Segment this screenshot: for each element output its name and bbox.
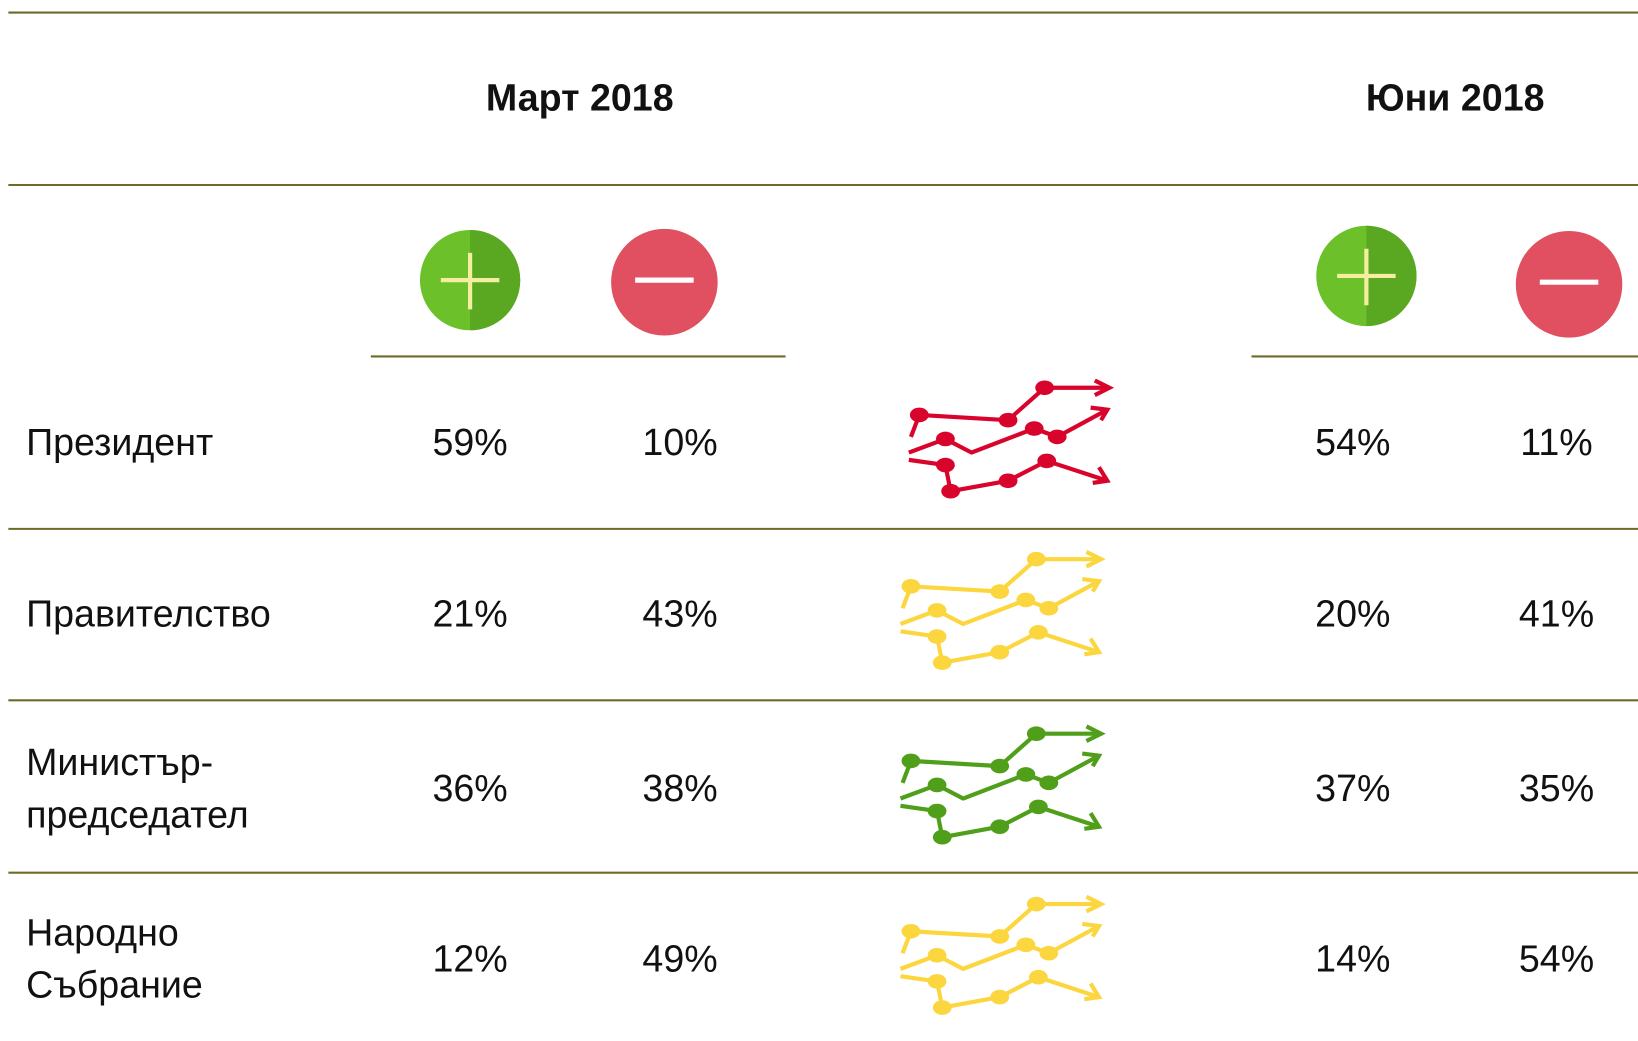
trend-dot [927,603,947,618]
trend-dot [927,947,947,963]
trend-dot [927,629,947,644]
cell-value: 59% [432,421,507,463]
cell-value: 54% [1315,421,1390,463]
trend-arrow [1084,812,1103,831]
trend-dot [1039,945,1059,961]
trend-dot [1016,937,1036,953]
trend-arrow [1081,576,1103,593]
trend-arrow [1084,982,1103,1002]
trend-dot [1026,551,1046,567]
trend-dot [990,644,1010,660]
cell-value: 43% [642,593,717,635]
trend-arrow [1093,378,1115,397]
trend-dot [990,989,1010,1005]
trend-dot [1047,429,1067,445]
trend-dot [1039,600,1059,616]
trend-dot [901,923,921,939]
minus-icon [611,228,718,336]
trend-dot [1028,799,1048,815]
cell-value: 36% [432,767,507,809]
cell-value: 41% [1519,593,1594,635]
trend-dot [990,819,1010,835]
row-label: Събрание [26,964,203,1006]
trend-dot [1026,896,1046,912]
trend-arrow [1092,466,1111,485]
trend-dot [927,974,947,989]
trend-dot [909,407,929,423]
trend-dot [941,483,961,499]
trend-dot [936,431,955,447]
cell-value: 37% [1315,767,1390,809]
trend-line [900,557,1102,610]
cell-value: 14% [1315,937,1390,979]
trend-arrow [1085,724,1106,743]
row-label: Народно [26,911,179,953]
trend-dot [1037,453,1057,469]
trend-dot [998,412,1018,428]
row-label: Министър- [26,741,213,783]
trend-dot [1039,775,1059,791]
trend-line [908,385,1110,438]
row-label: Президент [26,421,213,463]
trend-dot [932,655,952,670]
period-header: Юни 2018 [1366,76,1545,118]
cell-value: 11% [1520,421,1592,463]
trend-dot [990,929,1010,944]
trend-dot [998,473,1018,489]
cell-value: 20% [1315,593,1390,635]
trend-arrow [1090,405,1111,422]
trend-arrow [1081,751,1103,768]
trend-dot [1016,592,1036,608]
row-label: Правителство [26,593,271,635]
trend-icon [899,724,1106,845]
trend-icon [908,378,1115,499]
table-body: Президент 59% 10% 54% 11% Правителство 21% 43% 2… [8,378,1638,1015]
cell-value: 12% [432,937,507,979]
minus-icon [1515,230,1623,338]
cell-value: 54% [1519,937,1594,979]
trend-dot [927,803,947,819]
trend-arrow [1084,637,1103,657]
trend-dot [936,457,955,473]
trend-line [900,731,1102,784]
cell-value: 21% [432,593,507,635]
trend-dot [901,579,921,594]
trend-dot [932,1000,952,1015]
trend-arrow [1085,549,1106,569]
trend-dot [1035,380,1055,396]
plus-icon [1316,225,1417,327]
trend-dot [927,777,947,793]
period-header: Март 2018 [486,76,674,118]
trend-dot [932,829,952,845]
row-label: председател [26,793,249,835]
trend-dot [1016,767,1036,782]
trend-dot [1026,726,1046,742]
trend-dot [990,584,1010,599]
trend-icon [899,549,1106,670]
trend-arrow [1081,921,1103,938]
cell-value: 35% [1519,767,1594,809]
cell-value: 49% [642,937,717,979]
cell-value: 38% [642,767,717,809]
trend-dot [1028,969,1048,985]
trend-line [900,901,1102,954]
trend-dot [990,758,1010,774]
trend-icon [899,894,1106,1015]
trend-dot [901,753,921,769]
trend-dot [1028,625,1048,640]
trend-arrow [1085,894,1106,914]
cell-value: 10% [642,421,717,463]
plus-icon [419,229,521,331]
trend-dot [1024,421,1044,436]
